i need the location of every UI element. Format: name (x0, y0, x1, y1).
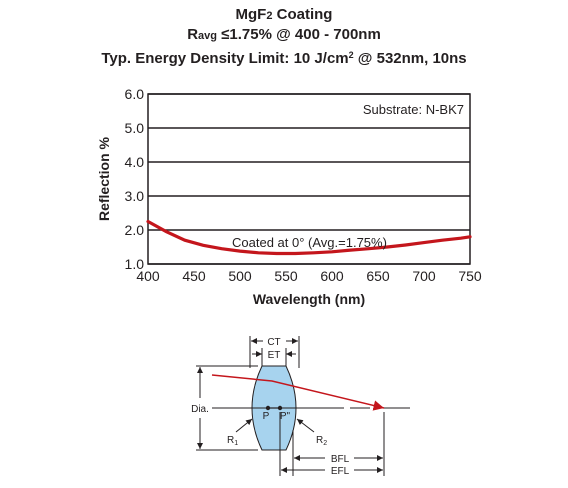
r1-leader (235, 418, 253, 433)
efl-label: EFL (331, 466, 350, 477)
x-tick-label: 400 (136, 268, 160, 284)
x-tick-label: 550 (274, 268, 298, 284)
x-tick-label: 650 (366, 268, 390, 284)
y-tick-label: 2.0 (125, 222, 145, 238)
plot-area (147, 93, 471, 265)
substrate-annotation: Substrate: N-BK7 (363, 102, 464, 117)
chart-title-line1: MgF2 Coating (235, 6, 333, 23)
x-tick-labels: 400 450 500 550 600 650 700 750 (136, 268, 482, 284)
y-tick-labels: 1.0 2.0 3.0 4.0 5.0 6.0 (125, 86, 145, 272)
reflection-chart: 1.0 2.0 3.0 4.0 5.0 6.0 400 450 500 550 600 650 700… (96, 86, 482, 307)
x-axis-label: Wavelength (nm) (253, 291, 365, 307)
r2-leader (296, 418, 315, 433)
chart-title-line2: Ravg ≤1.75% @ 400 - 700nm (187, 26, 381, 43)
y-tick-label: 1.0 (125, 256, 145, 272)
ct-label: CT (267, 337, 280, 348)
x-tick-label: 600 (320, 268, 344, 284)
y-tick-label: 4.0 (125, 154, 145, 170)
bfl-label: BFL (331, 454, 350, 465)
p-label: P (263, 411, 270, 422)
y-tick-label: 6.0 (125, 86, 145, 102)
y-tick-label: 3.0 (125, 188, 145, 204)
x-tick-label: 750 (458, 268, 482, 284)
dia-label: Dia. (191, 404, 209, 415)
r1-label: R1 (227, 435, 238, 447)
y-tick-label: 5.0 (125, 120, 145, 136)
x-tick-label: 700 (412, 268, 436, 284)
light-ray (211, 374, 385, 411)
y-axis-label: Reflection % (96, 136, 112, 221)
et-label: ET (268, 350, 281, 361)
coated-annotation: Coated at 0° (Avg.=1.75%) (232, 235, 387, 250)
reflection-series-line (146, 219, 472, 256)
p2-label: P" (280, 411, 291, 422)
r2-label: R2 (316, 435, 327, 447)
chart-title-line3: Typ. Energy Density Limit: 10 J/cm2 @ 53… (101, 50, 467, 67)
x-tick-label: 500 (228, 268, 252, 284)
x-tick-label: 450 (182, 268, 206, 284)
